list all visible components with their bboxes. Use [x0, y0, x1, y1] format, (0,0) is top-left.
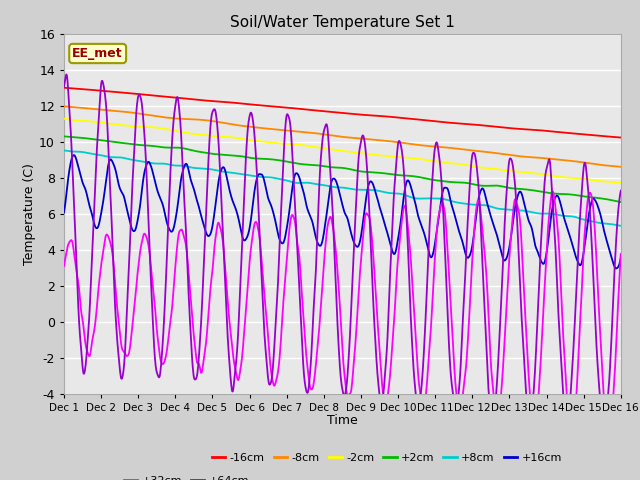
Y-axis label: Temperature (C): Temperature (C): [23, 163, 36, 264]
Legend: +32cm, +64cm: +32cm, +64cm: [119, 472, 253, 480]
Title: Soil/Water Temperature Set 1: Soil/Water Temperature Set 1: [230, 15, 455, 30]
X-axis label: Time: Time: [327, 414, 358, 427]
Text: EE_met: EE_met: [72, 47, 123, 60]
